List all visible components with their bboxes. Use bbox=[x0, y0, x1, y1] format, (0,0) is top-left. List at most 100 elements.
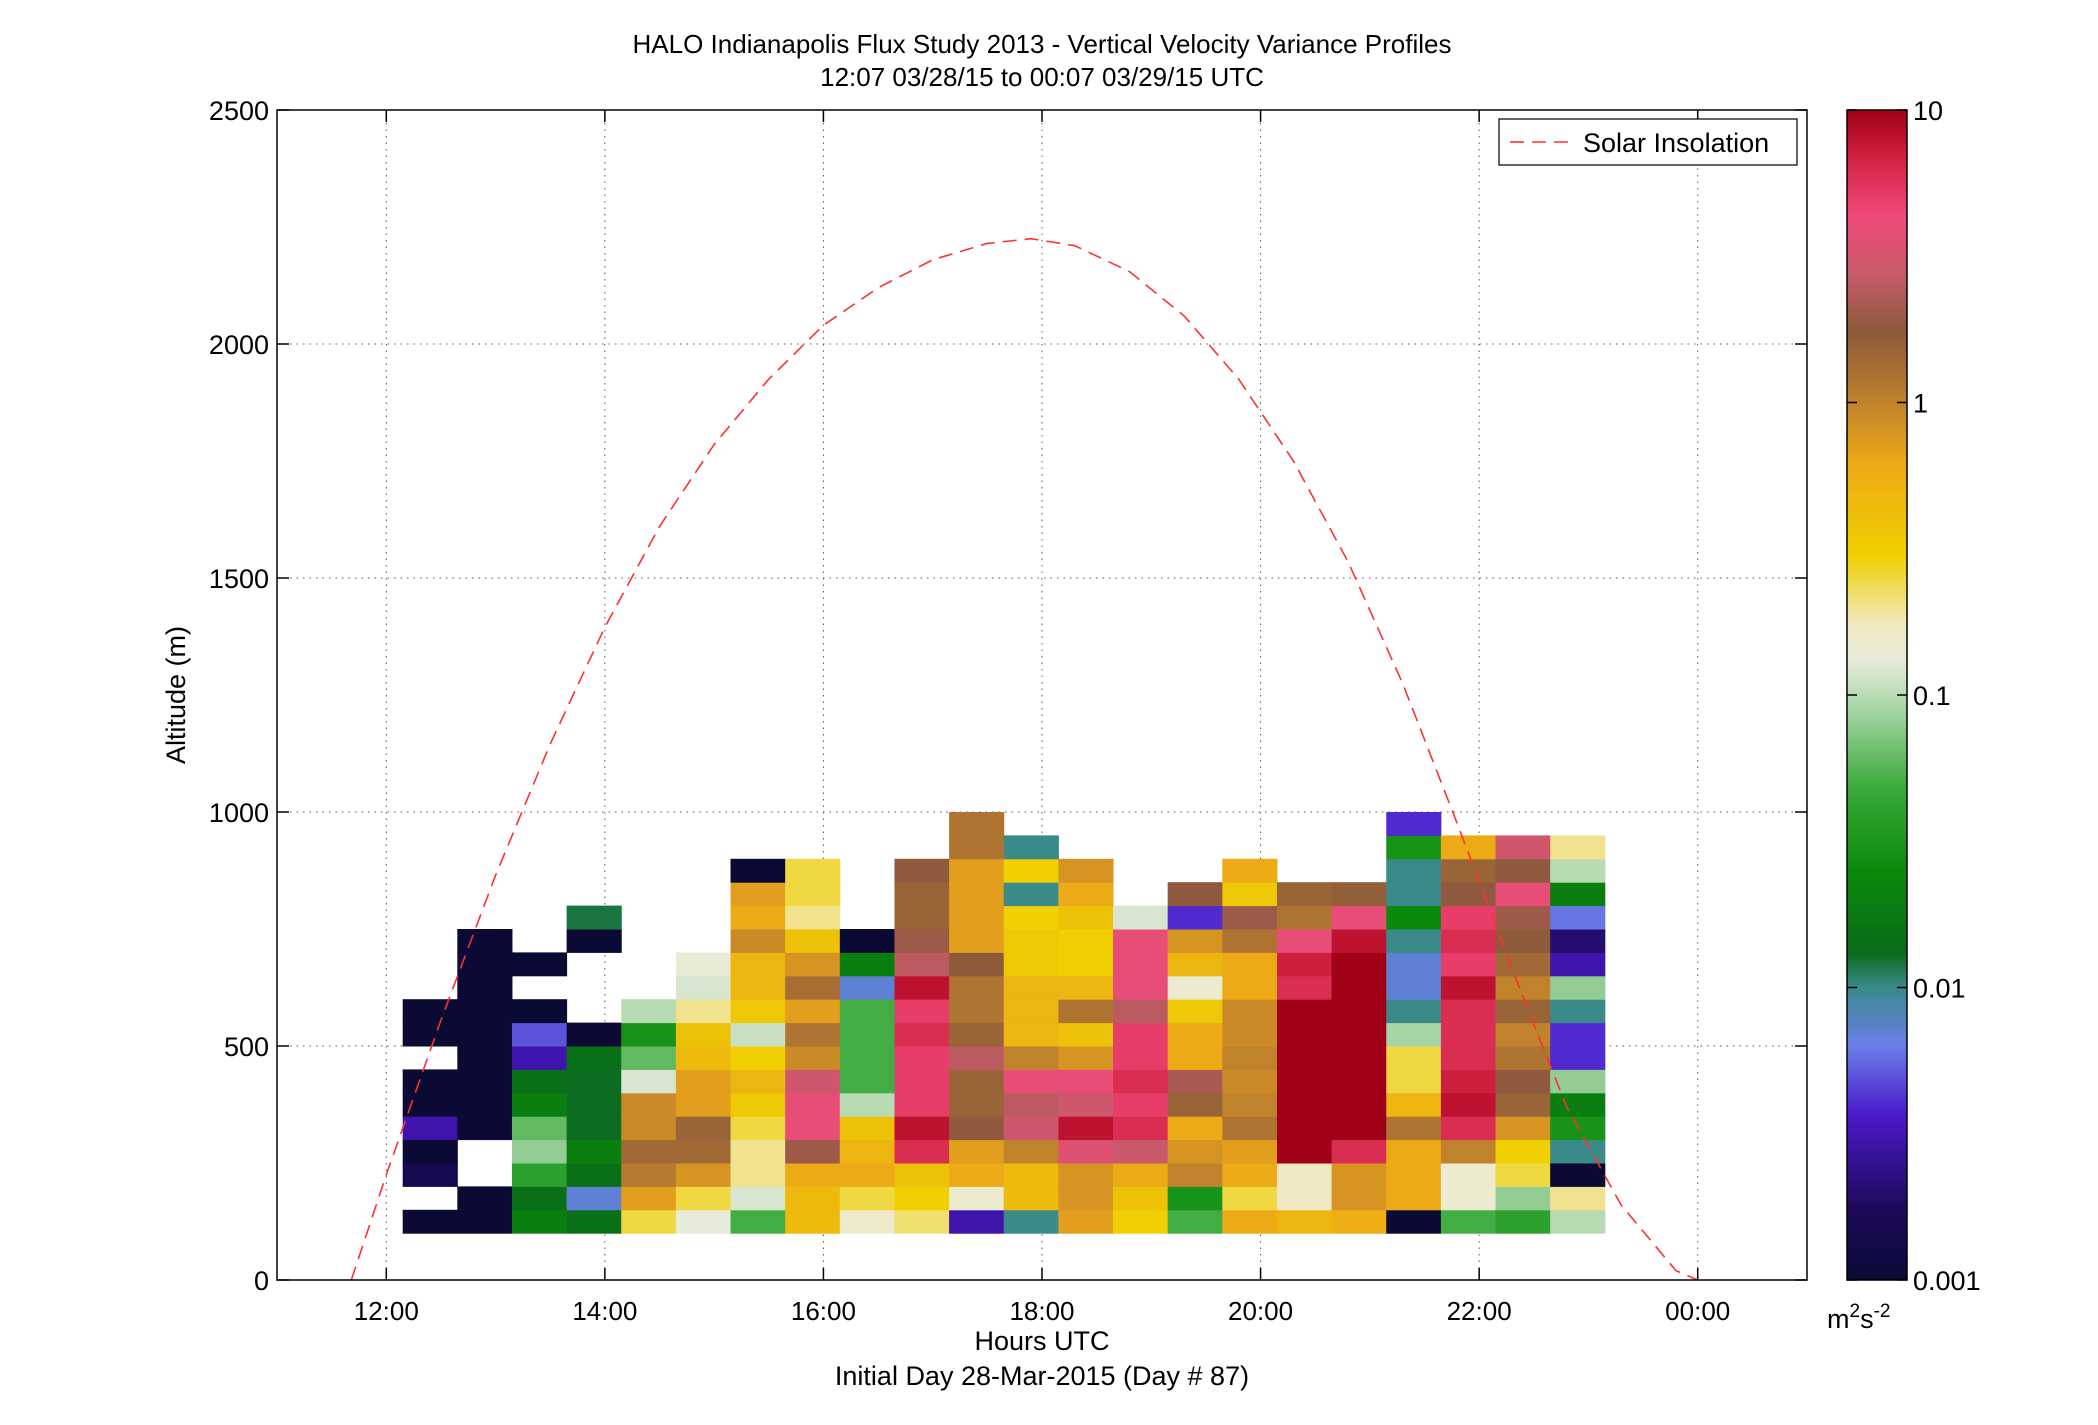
heatmap-cell bbox=[1495, 929, 1551, 953]
heatmap-cell bbox=[457, 1116, 513, 1141]
heatmap-cell bbox=[894, 1139, 950, 1164]
heatmap-cell bbox=[839, 1046, 895, 1070]
heatmap-cell bbox=[457, 1069, 513, 1094]
heatmap-cell bbox=[621, 1139, 677, 1164]
heatmap-cell bbox=[1331, 999, 1387, 1024]
heatmap-cell bbox=[566, 1092, 622, 1117]
heatmap-cell bbox=[1495, 1022, 1551, 1047]
colorbar-units: m2s-2 bbox=[1827, 1301, 1890, 1334]
heatmap-cell bbox=[621, 1022, 677, 1047]
heatmap-cell bbox=[949, 1046, 1005, 1070]
heatmap-cell bbox=[1331, 1209, 1387, 1234]
heatmap-cell bbox=[785, 1139, 841, 1164]
heatmap-cell bbox=[1495, 835, 1551, 860]
heatmap-cell bbox=[1167, 882, 1223, 907]
heatmap-cell bbox=[1058, 858, 1114, 883]
heatmap-cell bbox=[1167, 952, 1223, 977]
heatmap-cell bbox=[785, 882, 841, 907]
heatmap-cell bbox=[1222, 882, 1278, 907]
heatmap-cell bbox=[1495, 1186, 1551, 1211]
heatmap-cell bbox=[1331, 882, 1387, 907]
heatmap-cell bbox=[457, 1092, 513, 1117]
heatmap-cell bbox=[621, 999, 677, 1024]
colorbar: 0.001 0.01 0.1 1 10 m2s-2 bbox=[1827, 96, 1981, 1334]
heatmap-cell bbox=[511, 1209, 568, 1234]
heatmap-cell bbox=[785, 1163, 841, 1187]
heatmap-cell bbox=[1495, 952, 1551, 977]
heatmap-cell bbox=[839, 975, 895, 1000]
heatmap-cell bbox=[621, 1186, 677, 1211]
heatmap-cell bbox=[1058, 929, 1114, 953]
heatmap-cell bbox=[1550, 1022, 1606, 1047]
heatmap-cell bbox=[1386, 1163, 1442, 1187]
heatmap-cell bbox=[894, 1209, 950, 1234]
heatmap-cell bbox=[457, 999, 513, 1024]
heatmap-cell bbox=[1550, 952, 1606, 977]
heatmap-cell bbox=[1440, 858, 1497, 883]
heatmap-cell bbox=[949, 1209, 1005, 1234]
heatmap-cell bbox=[894, 1092, 950, 1117]
heatmap-cell bbox=[785, 952, 841, 977]
heatmap-cell bbox=[1003, 905, 1059, 930]
heatmap-cell bbox=[1440, 1163, 1497, 1187]
heatmap-cell bbox=[1276, 929, 1333, 953]
heatmap-cell bbox=[1440, 1209, 1497, 1234]
heatmap-cell bbox=[402, 999, 458, 1024]
heatmap-cell bbox=[1550, 1069, 1606, 1094]
heatmap-cell bbox=[511, 1046, 568, 1070]
heatmap-cell bbox=[1495, 1092, 1551, 1117]
heatmap-cell bbox=[1222, 999, 1278, 1024]
heatmap-cell bbox=[1058, 1139, 1114, 1164]
colorbar-tick-label: 0.01 bbox=[1913, 974, 1966, 1004]
heatmap-cell bbox=[1440, 1139, 1497, 1164]
heatmap-cell bbox=[785, 999, 841, 1024]
heatmap-cell bbox=[730, 1022, 786, 1047]
heatmap-cell bbox=[894, 1116, 950, 1141]
heatmap-cell bbox=[1113, 1209, 1169, 1234]
x-tick-label: 12:00 bbox=[354, 1296, 419, 1326]
x-axis-sublabel: Initial Day 28-Mar-2015 (Day # 87) bbox=[835, 1361, 1249, 1391]
heatmap-cell bbox=[1222, 1046, 1278, 1070]
heatmap-cell bbox=[1167, 1116, 1223, 1141]
heatmap-cell bbox=[1495, 1209, 1551, 1234]
chart-subtitle: 12:07 03/28/15 to 00:07 03/29/15 UTC bbox=[820, 62, 1264, 92]
heatmap-cell bbox=[621, 1116, 677, 1141]
heatmap-cell bbox=[839, 1163, 895, 1187]
heatmap-cell bbox=[1222, 858, 1278, 883]
heatmap-cell bbox=[949, 1069, 1005, 1094]
heatmap-cell bbox=[1222, 905, 1278, 930]
heatmap-cell bbox=[1550, 975, 1606, 1000]
heatmap-cell bbox=[566, 1209, 622, 1234]
heatmap-cell bbox=[1003, 952, 1059, 977]
heatmap-cell bbox=[566, 1116, 622, 1141]
heatmap-cell bbox=[730, 905, 786, 930]
heatmap-cell bbox=[1167, 905, 1223, 930]
x-tick-label: 20:00 bbox=[1228, 1296, 1293, 1326]
heatmap-cell bbox=[1058, 952, 1114, 977]
heatmap-cell bbox=[1058, 905, 1114, 930]
heatmap-cell bbox=[1386, 1209, 1442, 1234]
heatmap-cell bbox=[566, 1069, 622, 1094]
heatmap-cell bbox=[1550, 905, 1606, 930]
heatmap-cell bbox=[1550, 858, 1606, 883]
heatmap-cell bbox=[839, 1069, 895, 1094]
heatmap-cell bbox=[511, 1022, 568, 1047]
heatmap-cell bbox=[511, 1163, 568, 1187]
heatmap-cell bbox=[785, 929, 841, 953]
heatmap-cell bbox=[1386, 1116, 1442, 1141]
heatmap-cell bbox=[1003, 1116, 1059, 1141]
heatmap-cell bbox=[1113, 1092, 1169, 1117]
heatmap-cell bbox=[1276, 905, 1333, 930]
heatmap-cell bbox=[894, 1186, 950, 1211]
heatmap-cell bbox=[785, 975, 841, 1000]
heatmap-cell bbox=[730, 1046, 786, 1070]
heatmap-cell bbox=[1113, 952, 1169, 977]
heatmap-cell bbox=[1003, 1209, 1059, 1234]
heatmap-cell bbox=[1440, 1092, 1497, 1117]
heatmap-cell bbox=[402, 1116, 458, 1141]
colorbar-ticks: 0.001 0.01 0.1 1 10 bbox=[1847, 96, 1981, 1296]
heatmap-cell bbox=[1003, 975, 1059, 1000]
colorbar-units-base: m bbox=[1827, 1304, 1850, 1334]
heatmap-cell bbox=[1550, 1163, 1606, 1187]
legend-entry-label: Solar Insolation bbox=[1583, 128, 1769, 158]
